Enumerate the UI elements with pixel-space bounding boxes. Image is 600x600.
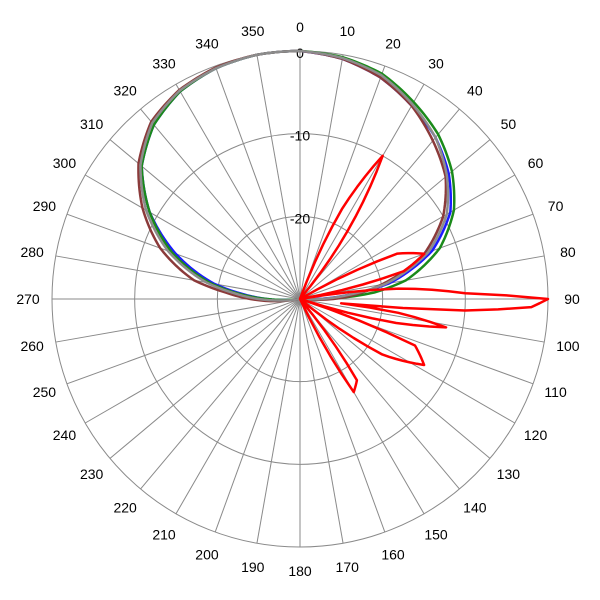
series-line-3 [139,49,450,302]
grid-spoke [214,298,301,533]
grid-spoke [299,83,425,300]
angle-tick-label: 170 [336,559,360,575]
angle-tick-label: 260 [20,338,44,354]
angle-tick-label: 350 [241,23,265,39]
angle-tick-label: 30 [428,55,444,71]
grid-spoke [299,255,545,300]
angle-tick-label: 270 [16,291,40,307]
angle-tick-label: 120 [524,427,548,443]
grid-spoke [299,298,386,533]
angle-tick-label: 230 [80,466,104,482]
angle-tick-label: 70 [548,198,564,214]
grid-spoke [140,108,301,300]
ring-tick-labels: -20 -10 0 [290,45,310,226]
angle-tick-label: 210 [152,527,176,543]
grid-spoke [299,298,344,544]
grid-spoke [299,298,491,459]
angle-tick-label: 250 [33,384,57,400]
angle-tick-label: 60 [528,155,544,171]
series-line-1 [140,49,456,302]
angle-tick-label: 300 [53,155,77,171]
ring-tick-label: -20 [290,210,310,226]
angle-tick-label: 310 [80,116,104,132]
angle-tick-label: 190 [241,559,265,575]
angle-tick-label: 340 [195,35,219,51]
grid-spoke [299,139,491,300]
angle-tick-label: 110 [544,384,567,400]
grid-spoke [299,65,386,300]
angle-tick-label: 130 [497,466,521,482]
grid-spoke [109,298,301,459]
grid-spoke [299,54,344,300]
angle-tick-label: 80 [560,244,576,260]
grid-spoke [299,298,425,515]
angle-tick-label: 220 [113,499,137,515]
angle-tick-label: 140 [463,499,487,515]
grid-spoke [84,174,301,300]
angle-tick-label: 180 [288,563,312,579]
angle-tick-label: 40 [467,83,483,99]
series-line-4 [298,154,550,394]
angle-tick-label: 90 [564,291,580,307]
angle-tick-label: 0 [296,19,304,35]
grid-spoke [66,213,301,300]
grid-spoke [175,83,301,300]
grid-spoke [84,298,301,424]
grid-spoke [55,298,301,343]
grid-spoke [214,65,301,300]
angle-tick-label: 160 [381,547,405,563]
grid-spoke [299,298,460,490]
grid-spoke [256,54,301,300]
grid-spoke [299,213,534,300]
ring-tick-label: -10 [290,128,310,144]
angle-tick-label: 330 [152,55,176,71]
angle-tick-label: 240 [53,427,77,443]
angle-tick-labels: 0 10 20 30 40 50 60 70 80 90 100 110 120 130 140 150 160… [16,19,580,579]
angle-tick-label: 290 [33,198,57,214]
series-lines [137,49,550,394]
angle-tick-label: 20 [385,35,401,51]
angle-tick-label: 150 [424,527,448,543]
angle-tick-label: 10 [339,23,355,39]
grid-spoke [66,298,301,385]
grid-spoke [55,255,301,300]
grid-spoke [175,298,301,515]
angle-tick-label: 320 [113,83,137,99]
angle-tick-label: 50 [501,116,517,132]
angle-tick-label: 280 [20,244,44,260]
grid-spoke [140,298,301,490]
angle-tick-label: 100 [556,338,580,354]
angle-tick-label: 200 [195,547,219,563]
polar-grid [51,50,549,548]
series-line-0 [140,49,453,302]
grid-spoke [256,298,301,544]
grid-spoke [299,174,516,300]
ring-tick-label: 0 [296,45,304,61]
